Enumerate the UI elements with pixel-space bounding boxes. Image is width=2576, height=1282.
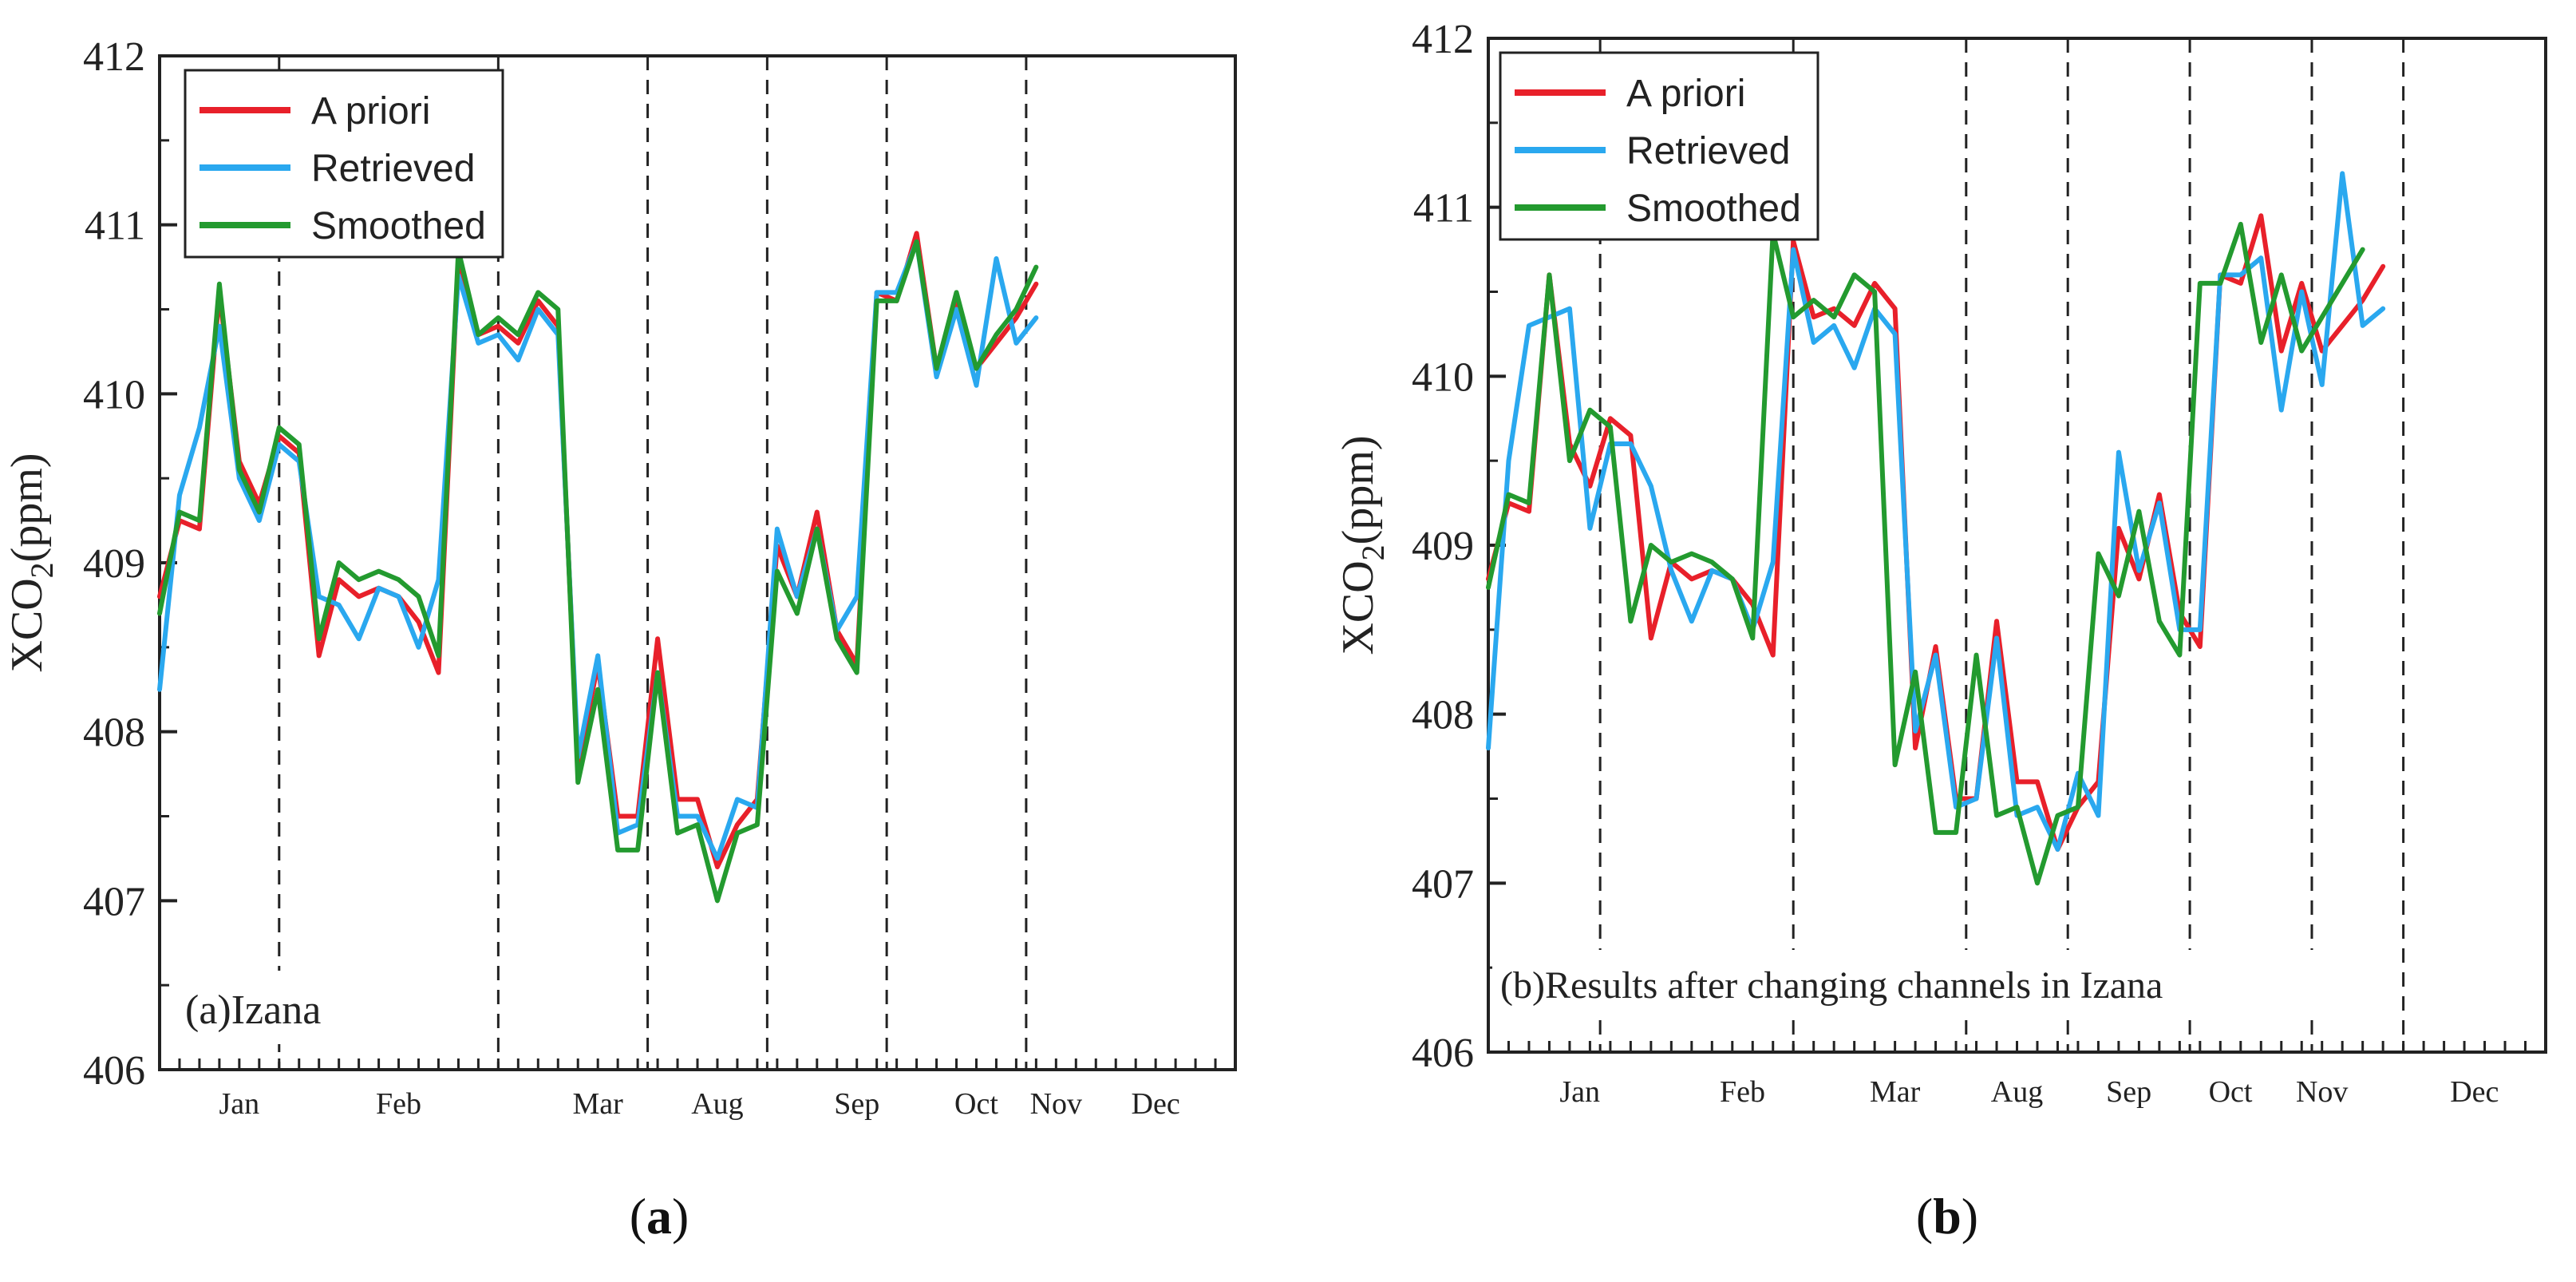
- month-label-jan: Jan: [1559, 1075, 1600, 1109]
- month-label-oct: Oct: [2209, 1075, 2253, 1109]
- annotation-backdrop: [174, 971, 389, 1044]
- series-line-retrieved: [1486, 171, 2386, 852]
- month-label-sep: Sep: [834, 1087, 879, 1121]
- month-label-oct: Oct: [954, 1087, 998, 1121]
- legend-label: A priori: [1626, 73, 1745, 115]
- y-axis-title-sub: 2: [24, 562, 60, 578]
- y-tick-label: 411: [1413, 186, 1474, 231]
- month-label-aug: Aug: [1991, 1075, 2043, 1109]
- month-label-feb: Feb: [1720, 1075, 1765, 1109]
- annotation-backdrop: [1492, 950, 2402, 1017]
- series-line-a-priori: [157, 231, 1039, 869]
- panel-caption: (a): [630, 1188, 689, 1244]
- series-line-a-priori: [1486, 213, 2386, 852]
- series-line-smoothed: [157, 239, 1039, 904]
- y-tick-label: 412: [1412, 17, 1474, 62]
- y-axis-title: XCO2(ppm): [2, 453, 60, 672]
- y-tick-label: 407: [1412, 861, 1474, 907]
- y-axis-title-main: XCO: [1333, 560, 1383, 655]
- legend-label: Retrieved: [1626, 130, 1790, 172]
- caption-open: (: [630, 1188, 646, 1244]
- legend-label: Smoothed: [1626, 188, 1801, 230]
- y-tick-label: 406: [83, 1048, 145, 1094]
- chart-panel-a: 406 407 408 409 410 411 412 Jan Feb Mar Aug Sep Oct N…: [2, 34, 1237, 1244]
- y-tick-label: 409: [83, 541, 145, 587]
- y-axis-title-main: XCO: [2, 578, 52, 672]
- month-label-feb: Feb: [376, 1087, 421, 1121]
- y-tick-label: 406: [1412, 1031, 1474, 1076]
- month-label-dec: Dec: [1132, 1087, 1180, 1121]
- month-label-mar: Mar: [573, 1087, 624, 1121]
- caption-close: ): [672, 1188, 689, 1244]
- caption-open: (: [1916, 1188, 1933, 1244]
- chart-panel-b: 406 407 408 409 410 411 412 Jan Feb Mar Aug Sep Oct N…: [1333, 17, 2547, 1244]
- caption-close: ): [1962, 1188, 1978, 1244]
- month-label-sep: Sep: [2106, 1075, 2151, 1109]
- month-label-mar: Mar: [1870, 1075, 1921, 1109]
- y-tick-label: 408: [1412, 693, 1474, 738]
- series-line-smoothed: [1486, 221, 2365, 886]
- month-label-nov: Nov: [2296, 1075, 2348, 1109]
- y-tick-label: 407: [83, 879, 145, 924]
- month-label-dec: Dec: [2450, 1075, 2499, 1109]
- y-tick-label: 408: [83, 710, 145, 756]
- legend-label: Retrieved: [311, 148, 475, 190]
- series-line-retrieved: [157, 239, 1039, 861]
- y-tick-label: 412: [83, 34, 145, 80]
- y-tick-label: 411: [85, 204, 145, 249]
- legend-label: Smoothed: [311, 205, 486, 247]
- panel-caption: (b): [1916, 1188, 1978, 1244]
- y-tick-label: 410: [83, 372, 145, 417]
- month-label-aug: Aug: [691, 1087, 743, 1121]
- y-tick-label: 409: [1412, 524, 1474, 569]
- y-axis-title: XCO2(ppm): [1333, 435, 1391, 655]
- legend-label: A priori: [311, 90, 430, 133]
- y-axis-title-unit: (ppm): [1333, 435, 1383, 544]
- month-label-nov: Nov: [1030, 1087, 1082, 1121]
- y-axis-title-unit: (ppm): [2, 453, 52, 562]
- month-label-jan: Jan: [219, 1087, 260, 1121]
- panel-annotation: (b)Results after changing channels in Iz…: [1500, 964, 2163, 1007]
- y-axis-title-sub: 2: [1355, 544, 1391, 560]
- panel-annotation: (a)Izana: [185, 987, 321, 1033]
- y-tick-label: 410: [1412, 354, 1474, 400]
- caption-letter: a: [646, 1188, 672, 1244]
- caption-letter: b: [1933, 1188, 1962, 1244]
